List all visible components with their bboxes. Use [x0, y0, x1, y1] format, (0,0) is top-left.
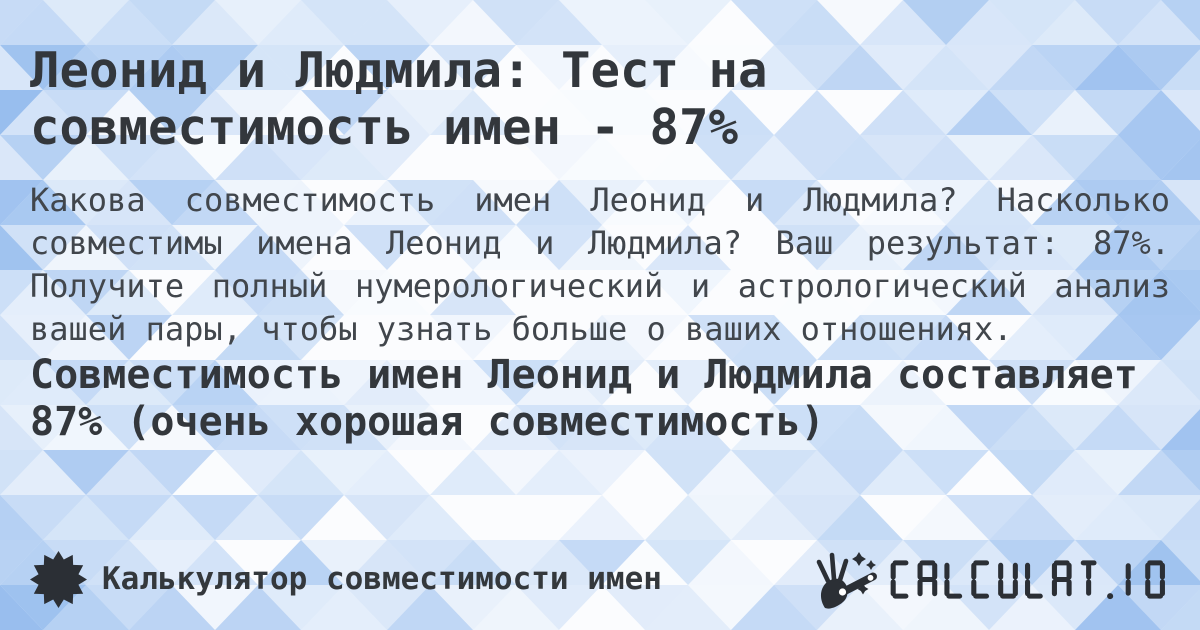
page-title: Леонид и Людмила: Тест на совместимость …	[30, 42, 1180, 156]
description-text: Какова совместимость имен Леонид и Людми…	[30, 179, 1170, 351]
hand-magic-wand-icon	[816, 552, 877, 609]
result-summary-line: 87% (очень хорошая совместимость)	[30, 399, 825, 445]
title-line: совместимость имен - 87%	[30, 99, 739, 156]
brand-logo	[812, 549, 1174, 609]
footer-bar: Калькулятор совместимости имен	[30, 549, 1174, 609]
footer-label: Калькулятор совместимости имен	[102, 561, 662, 597]
title-line: Леонид и Людмила: Тест на	[30, 42, 768, 99]
description-line: совместимы имена Леонид и Людмила? Ваш р…	[30, 224, 1170, 262]
result-summary: Совместимость имен Леонид и Людмила сост…	[30, 352, 1170, 446]
starburst-icon	[30, 550, 87, 608]
description-line: Какова совместимость имен Леонид и Людми…	[30, 181, 1170, 219]
brand-logo-text	[890, 559, 1165, 599]
description-line: Получите полный нумерологический и астро…	[30, 267, 1170, 305]
result-summary-line: Совместимость имен Леонид и Людмила сост…	[30, 352, 1138, 398]
description-line: вашей пары, чтобы узнать больше о ваших …	[30, 310, 1013, 348]
